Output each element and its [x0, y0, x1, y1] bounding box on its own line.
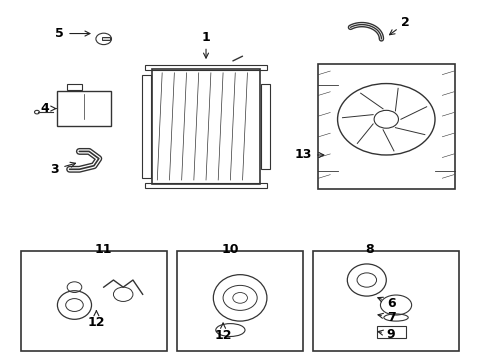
Bar	[177, 251, 303, 351]
Bar	[102, 37, 110, 40]
Bar	[57, 91, 111, 126]
Text: 4: 4	[41, 102, 56, 115]
Bar	[67, 85, 82, 90]
Text: 1: 1	[202, 31, 210, 58]
Text: 6: 6	[378, 297, 395, 310]
Bar	[145, 183, 267, 188]
Bar	[21, 251, 167, 351]
Text: 11: 11	[95, 243, 113, 256]
Text: 10: 10	[221, 243, 239, 256]
Text: 8: 8	[365, 243, 373, 256]
Text: 3: 3	[50, 162, 75, 176]
Text: 2: 2	[390, 16, 410, 35]
Bar	[261, 84, 270, 169]
Bar	[142, 75, 151, 178]
Text: 7: 7	[378, 311, 395, 324]
Text: 12: 12	[88, 311, 105, 329]
Bar	[313, 251, 460, 351]
Text: 5: 5	[55, 27, 90, 40]
Bar	[318, 64, 455, 189]
Bar	[376, 325, 406, 338]
Text: 13: 13	[295, 148, 324, 162]
Text: 12: 12	[214, 323, 232, 342]
Text: 9: 9	[378, 328, 395, 341]
Bar	[145, 65, 267, 69]
Bar	[152, 69, 260, 184]
